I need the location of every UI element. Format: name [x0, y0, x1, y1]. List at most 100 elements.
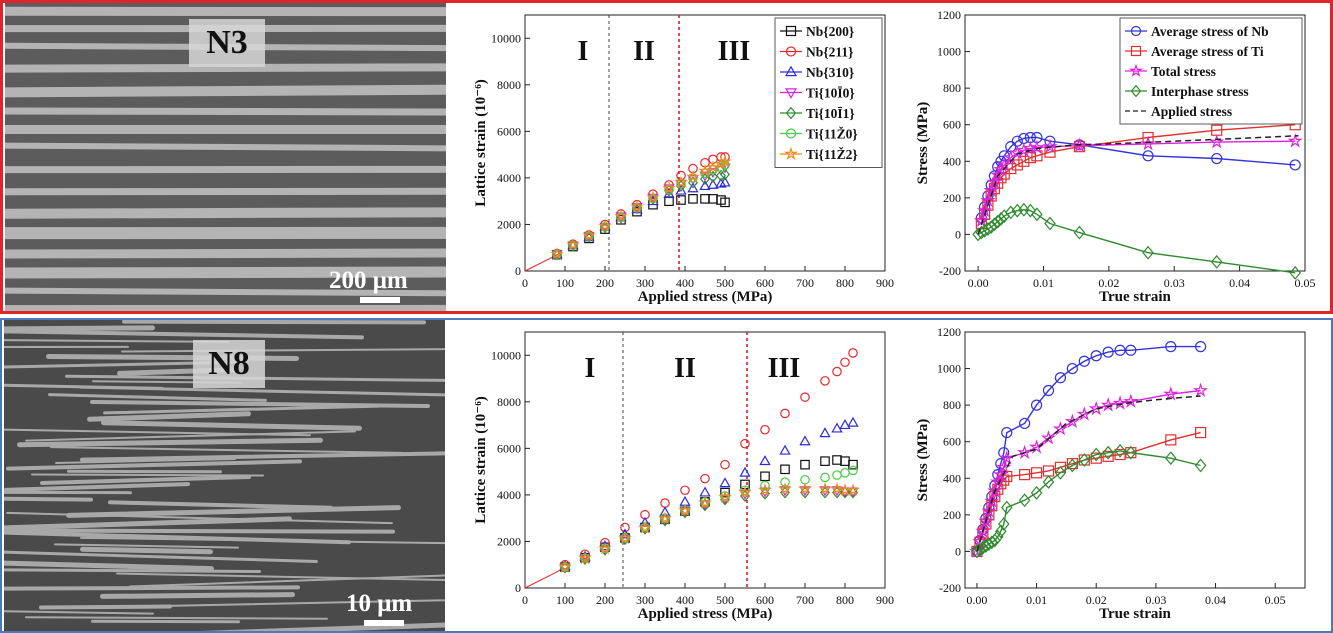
data-point [664, 184, 674, 197]
data-point [1004, 205, 1017, 220]
data-point [708, 170, 718, 183]
y-tick-label: 10000 [491, 348, 521, 362]
y-tick-label: 600 [943, 435, 961, 449]
y-axis-label: Lattice strain (10⁻⁶) [473, 79, 489, 206]
x-tick-label: 0.00 [966, 593, 987, 607]
data-point [971, 544, 983, 559]
data-point [1078, 355, 1090, 367]
data-point [758, 483, 772, 496]
data-point [780, 464, 790, 475]
data-point [1142, 245, 1154, 260]
y-tick-label: 4000 [497, 488, 521, 502]
scale-bar-n8 [364, 620, 404, 626]
data-point [1000, 500, 1013, 515]
x-tick-label: 500 [716, 276, 734, 290]
data-point [738, 485, 752, 499]
y-tick-label: 0 [515, 264, 521, 278]
legend-box [1119, 17, 1303, 125]
y-tick-label: 0 [955, 227, 961, 241]
lamella-band [5, 6, 446, 17]
data-point [1209, 134, 1225, 149]
data-point [676, 195, 686, 205]
data-point [840, 486, 850, 499]
x-tick-label: 500 [716, 593, 734, 607]
x-tick-label: 0 [522, 593, 528, 607]
legend-label: Ti{10Ī0} [806, 86, 855, 101]
data-point [1165, 434, 1177, 446]
data-point [720, 168, 730, 181]
x-tick-label: 700 [796, 593, 814, 607]
lamella-band [39, 604, 173, 610]
x-tick-label: 400 [676, 593, 694, 607]
data-point [578, 551, 592, 565]
data-point [1102, 346, 1114, 358]
data-point [848, 459, 858, 470]
plot-frame [964, 331, 1306, 589]
data-point [760, 424, 770, 435]
data-point [1042, 384, 1055, 397]
data-point [977, 527, 989, 539]
legend-label: Interphase stress [1151, 84, 1249, 99]
data-point [1024, 152, 1036, 164]
y-axis-label: Stress (MPa) [915, 102, 931, 185]
lamella-band [4, 495, 94, 502]
x-tick-label: 0.02 [1086, 593, 1107, 607]
data-point [1030, 467, 1043, 479]
data-point [980, 539, 992, 553]
lamella-band [5, 305, 446, 311]
data-point [1090, 447, 1103, 462]
data-point [1011, 203, 1024, 218]
x-tick-label: 0.01 [1026, 593, 1047, 607]
legend: Nb{200} Nb{211} Nb{310} Ti{10Ī0} Ti{10Ī1} Ti{… [774, 17, 883, 168]
data-point [799, 435, 811, 446]
data-point [566, 237, 580, 251]
data-point [718, 490, 732, 503]
y-tick-label: 800 [943, 398, 961, 412]
data-point [1100, 397, 1116, 412]
data-point [779, 444, 791, 455]
legend-label: Ti{11Ž0} [806, 127, 858, 142]
data-point [783, 146, 799, 161]
legend-label: Total stress [1151, 64, 1216, 79]
data-point [997, 517, 1010, 531]
data-point [1194, 458, 1207, 473]
x-axis-label: True strain [1099, 606, 1171, 622]
lamella-band [91, 619, 241, 624]
data-point [720, 197, 730, 208]
x-tick-label: 100 [556, 593, 574, 607]
data-point [985, 220, 997, 235]
data-point [1064, 413, 1081, 429]
legend-label: Nb{200} [806, 24, 854, 39]
data-point [981, 503, 997, 518]
x-tick-label: 800 [836, 593, 854, 607]
x-tick-label: 900 [876, 276, 894, 290]
data-point [975, 523, 991, 538]
data-point [820, 456, 830, 466]
x-tick-label: 0.05 [1295, 276, 1316, 290]
data-point [558, 559, 572, 573]
data-point [1112, 395, 1128, 410]
legend-label: Applied stress [1151, 104, 1232, 119]
data-point [785, 65, 797, 77]
data-point [1130, 25, 1142, 37]
y-tick-label: 1000 [937, 362, 961, 376]
data-point [1073, 225, 1086, 240]
x-axis-label: Applied stress (MPa) [638, 289, 773, 305]
y-tick-label: 10000 [491, 31, 521, 45]
x-tick-label: 0.03 [1164, 276, 1185, 290]
data-point [719, 176, 731, 187]
data-point [1019, 417, 1031, 430]
x-tick-label: 600 [756, 276, 774, 290]
data-point [680, 485, 690, 496]
y-tick-label: -200 [939, 264, 961, 278]
y-tick-label: 8000 [497, 78, 521, 92]
series-3 [971, 443, 1207, 559]
x-tick-label: 0.00 [968, 276, 989, 290]
data-point [674, 175, 688, 189]
data-point [1130, 45, 1142, 57]
data-point [619, 528, 631, 539]
data-point [1042, 475, 1055, 489]
data-point [676, 178, 686, 189]
data-point [1029, 139, 1045, 155]
data-point [832, 366, 842, 377]
